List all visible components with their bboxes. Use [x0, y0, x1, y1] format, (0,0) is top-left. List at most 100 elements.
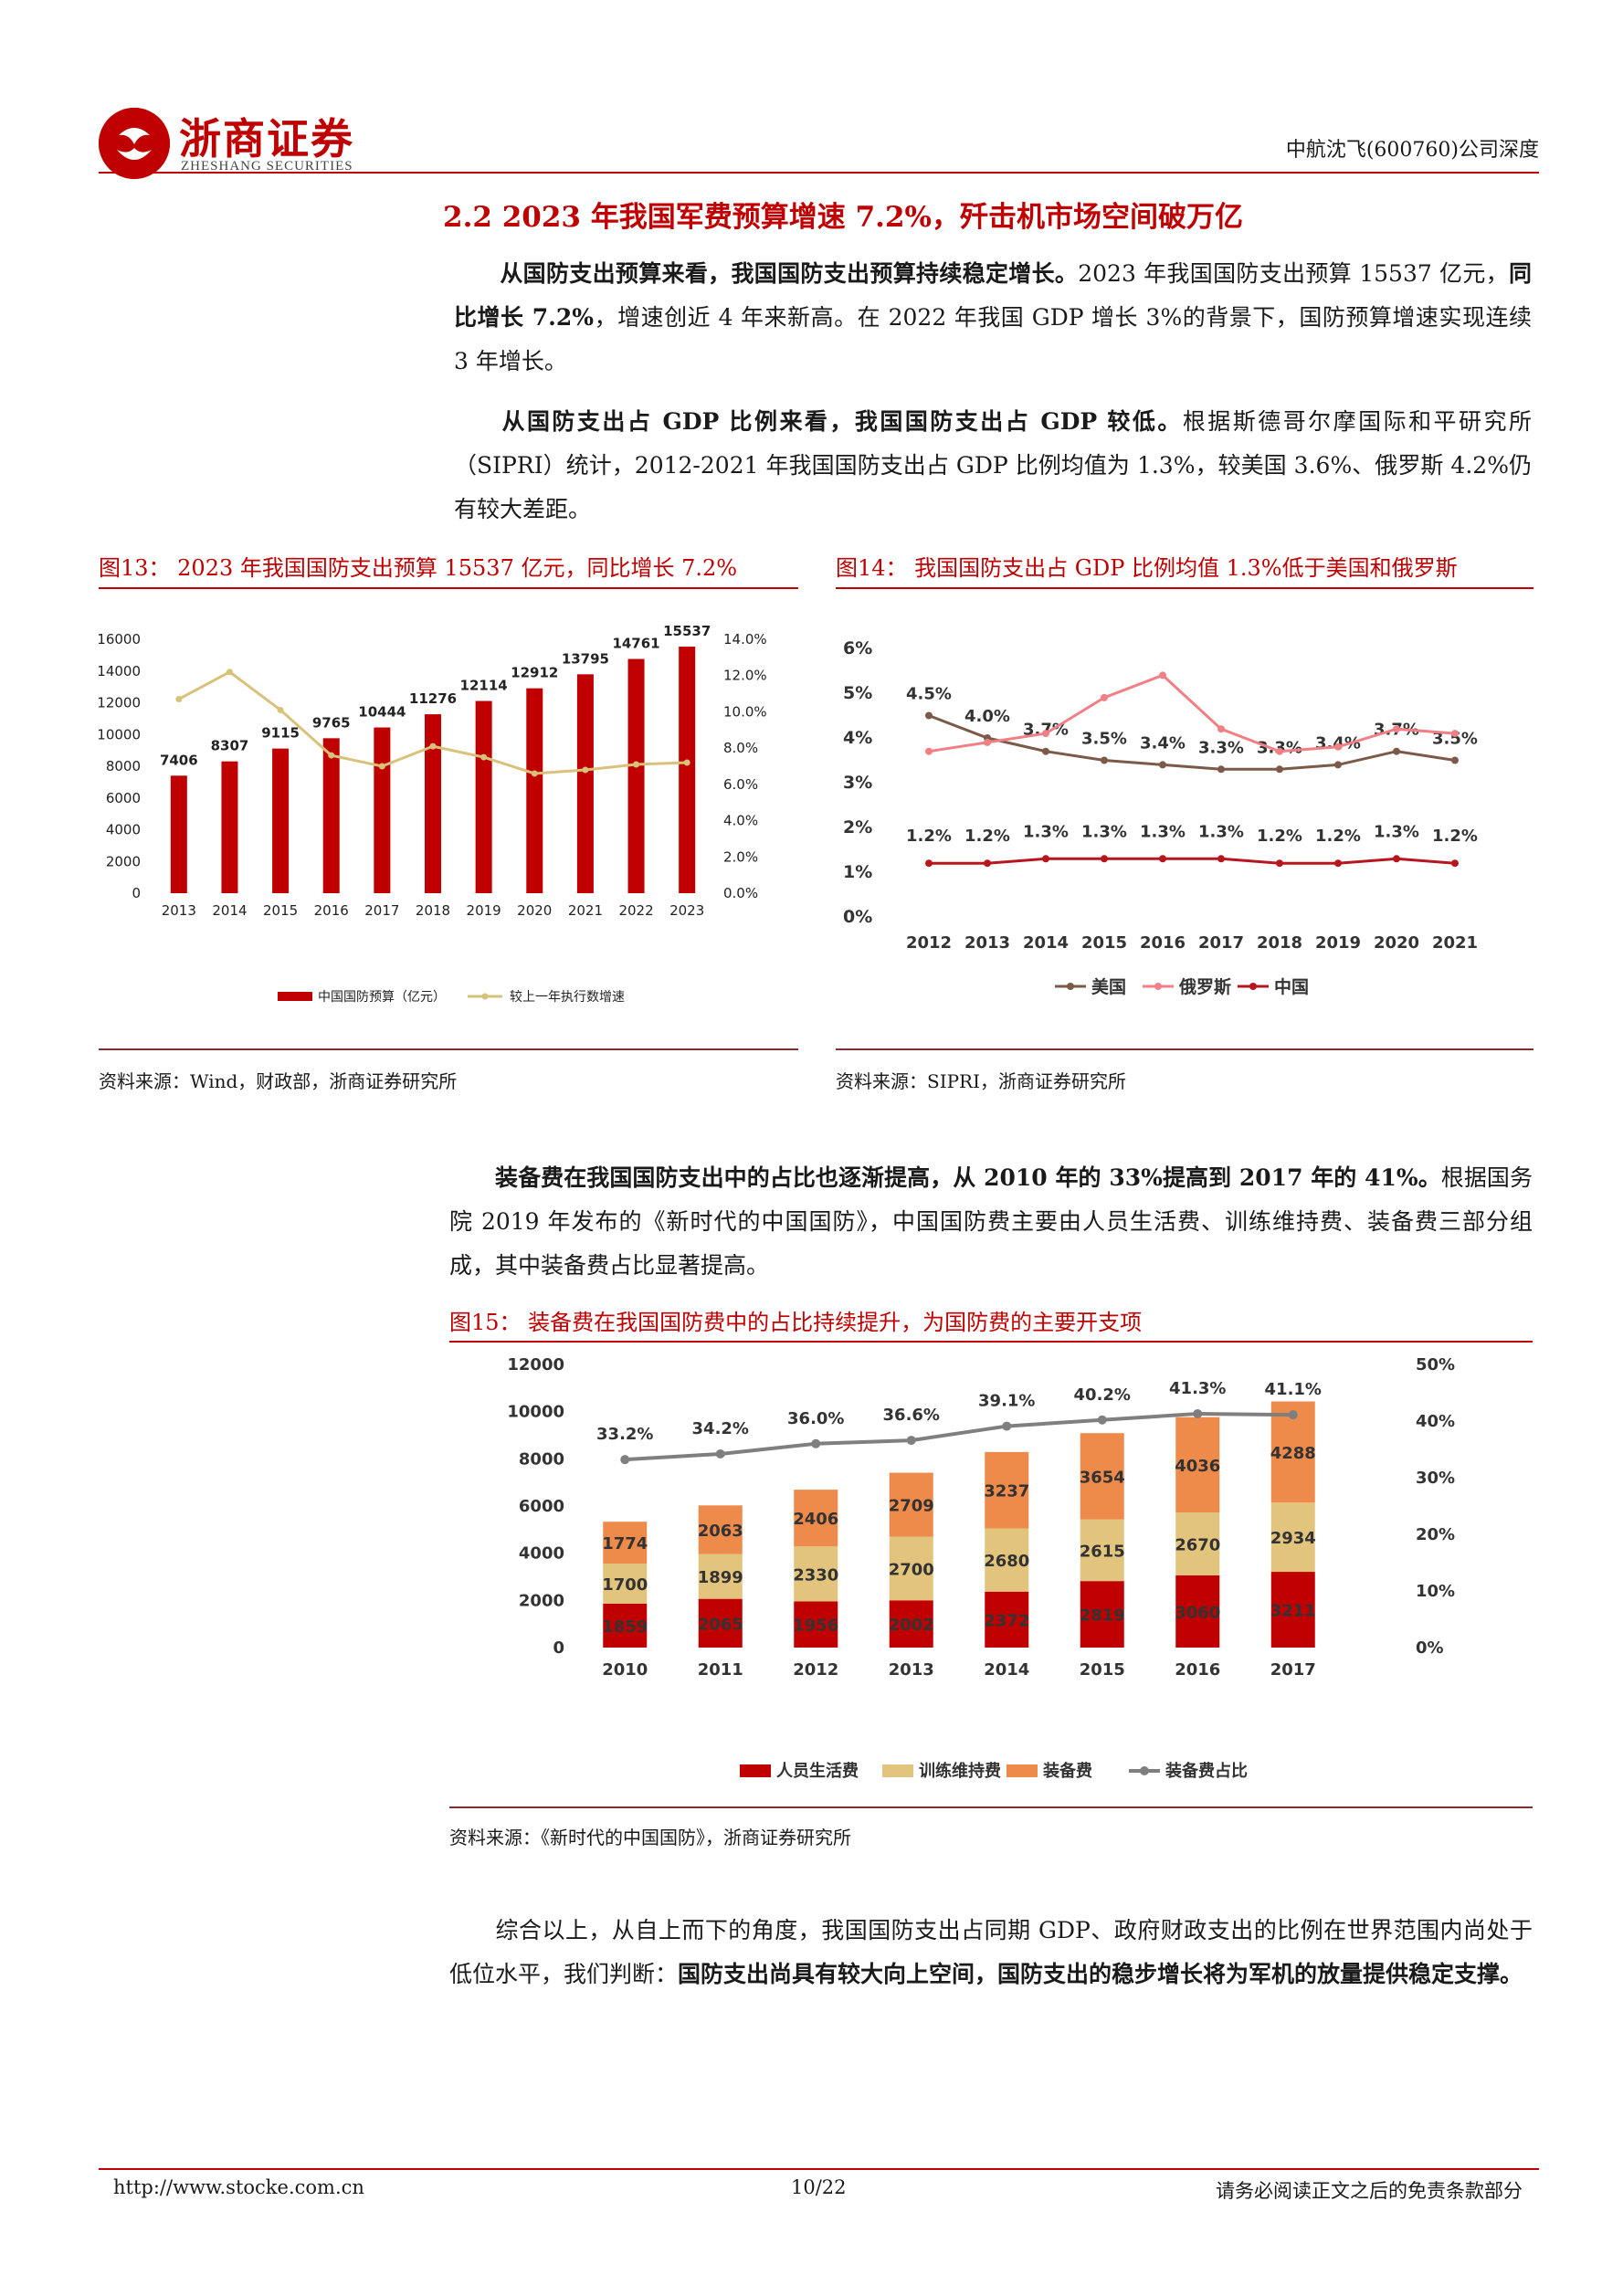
segment-value-label: 1774 [602, 1534, 648, 1553]
legend-label: 训练维持费 [919, 1761, 1001, 1781]
paragraph-lead: 从国防支出占 GDP 比例来看，我国国防支出占 GDP 较低。 [500, 408, 1183, 435]
growth-rate-point [226, 669, 233, 676]
bar [425, 714, 441, 893]
paragraph-conclusion: 综合以上，从自上而下的角度，我国国防支出占同期 GDP、政府财政支出的比例在世界… [449, 1909, 1533, 1996]
y-left-tick-label: 2000 [519, 1591, 564, 1610]
data-label: 3.5% [1081, 730, 1127, 749]
y-left-tick-label: 0 [132, 885, 141, 901]
segment-value-label: 3060 [1175, 1603, 1220, 1622]
figure-14-top-rule [836, 587, 1533, 589]
stacked-bar-segment [985, 1528, 1029, 1592]
x-tick-label: 2023 [669, 902, 704, 919]
data-label: 3.3% [1198, 738, 1244, 757]
segment-value-label: 1899 [698, 1568, 743, 1587]
legend-swatch-point [1140, 1766, 1149, 1775]
segment-value-label: 2934 [1270, 1529, 1316, 1548]
paragraph-lead: 从国防支出预算来看，我国国防支出预算持续稳定增长。 [500, 260, 1079, 287]
stacked-bar-segment [603, 1603, 648, 1648]
series-point [984, 859, 991, 868]
y-left-tick-label: 10000 [507, 1403, 564, 1422]
page-number: 10/22 [791, 2176, 847, 2198]
bar-value-label: 10444 [358, 704, 406, 721]
data-label: 4.0% [964, 707, 1010, 726]
x-tick-label: 2011 [698, 1660, 743, 1680]
growth-rate-point [175, 696, 183, 703]
segment-value-label: 3237 [984, 1482, 1029, 1501]
series-line [928, 673, 1456, 753]
paragraph-text: 根据国务院 2019 年发布的《新时代的中国国防》，中国国防费主要由人员生活费、… [449, 1164, 1533, 1279]
y-right-tick-label: 30% [1416, 1469, 1455, 1488]
y-right-tick-label: 6.0% [723, 776, 758, 793]
stacked-bar-segment [1080, 1519, 1124, 1582]
legend-label: 中国国防预算（亿元） [318, 990, 446, 1005]
data-label: 1.3% [1140, 822, 1186, 841]
series-point [1451, 730, 1459, 738]
y-right-tick-label: 10% [1416, 1582, 1455, 1601]
bar [170, 775, 187, 893]
ratio-point [1193, 1408, 1203, 1418]
bar [526, 688, 543, 893]
segment-value-label: 2615 [1080, 1542, 1125, 1561]
y-right-tick-label: 0.0% [723, 885, 758, 901]
x-tick-label: 2019 [1315, 933, 1361, 953]
series-line [928, 714, 1456, 771]
bar-value-label: 13795 [562, 650, 609, 667]
y-right-tick-label: 12.0% [723, 668, 767, 684]
bar [272, 748, 290, 893]
ratio-label: 36.6% [883, 1406, 940, 1425]
series-point [984, 738, 991, 746]
legend-swatch-point [481, 993, 489, 1000]
legend-label: 装备费 [1043, 1761, 1092, 1781]
data-label: 1.3% [1081, 822, 1127, 841]
paragraph-lead: 装备费在我国国防支出中的占比也逐渐提高，从 2010 年的 33%提高到 201… [495, 1164, 1441, 1191]
figure-14-chart: 0% 1% 2% 3% 4% 5% 6% 2012 2013 2014 2015 2016 2017 20… [843, 638, 1478, 997]
bar-value-label: 12912 [511, 665, 558, 681]
y-right-tick-label: 4.0% [723, 813, 758, 829]
x-tick-label: 2020 [1374, 933, 1419, 953]
footer-url[interactable]: http://www.stocke.com.cn [113, 2176, 364, 2198]
x-tick-label: 2015 [1080, 1660, 1125, 1680]
bar [221, 761, 238, 893]
figure-14-source: 资料来源：SIPRI，浙商证券研究所 [836, 1070, 1127, 1092]
segment-value-label: 2406 [793, 1510, 838, 1529]
y-left-tick-label: 12000 [99, 695, 141, 711]
x-tick-label: 2014 [1023, 933, 1069, 953]
stacked-bar-segment [698, 1553, 743, 1599]
y-tick-label: 6% [843, 638, 872, 658]
y-left-tick-label: 4000 [519, 1544, 564, 1564]
segment-value-label: 2670 [1175, 1535, 1220, 1554]
y-right-tick-label: 10.0% [723, 703, 767, 720]
ratio-label: 36.0% [787, 1409, 844, 1428]
bar-value-label: 12114 [460, 678, 508, 694]
series-point [1451, 859, 1459, 868]
data-label: 1.3% [1023, 822, 1069, 841]
ratio-label: 41.1% [1265, 1380, 1322, 1399]
series-point [1334, 761, 1342, 769]
stacked-bar-segment [1080, 1433, 1124, 1520]
stacked-bar-segment [985, 1451, 1029, 1529]
ratio-label: 34.2% [692, 1419, 749, 1438]
ratio-point [1288, 1410, 1298, 1420]
x-tick-label: 2016 [1140, 933, 1186, 953]
segment-value-label: 2063 [698, 1522, 743, 1541]
legend-swatch-point [1249, 983, 1257, 990]
series-point [1276, 859, 1283, 868]
paragraph-gdp-ratio: 从国防支出占 GDP 比例来看，我国国防支出占 GDP 较低。根据斯德哥尔摩国际… [454, 400, 1532, 532]
bar-value-label: 14761 [612, 636, 659, 652]
data-label: 3.5% [1432, 730, 1478, 749]
series-point [1042, 855, 1049, 863]
legend-swatch-bar [740, 1764, 771, 1777]
x-tick-label: 2013 [889, 1660, 934, 1680]
figure-14-bottom-rule [836, 1048, 1533, 1050]
figure-13-title: 图13： 2023 年我国国防支出预算 15537 亿元，同比增长 7.2% [99, 555, 738, 581]
segment-value-label: 2680 [984, 1552, 1029, 1571]
series-point [1042, 747, 1049, 755]
legend-swatch-bar [278, 992, 312, 1001]
growth-rate-point [582, 766, 589, 774]
stacked-bar-segment [794, 1490, 838, 1547]
y-left-tick-label: 6000 [106, 790, 141, 806]
ratio-point [715, 1448, 725, 1459]
y-left-tick-label: 14000 [99, 663, 141, 679]
x-tick-label: 2010 [602, 1660, 648, 1680]
segment-value-label: 2002 [889, 1616, 934, 1635]
